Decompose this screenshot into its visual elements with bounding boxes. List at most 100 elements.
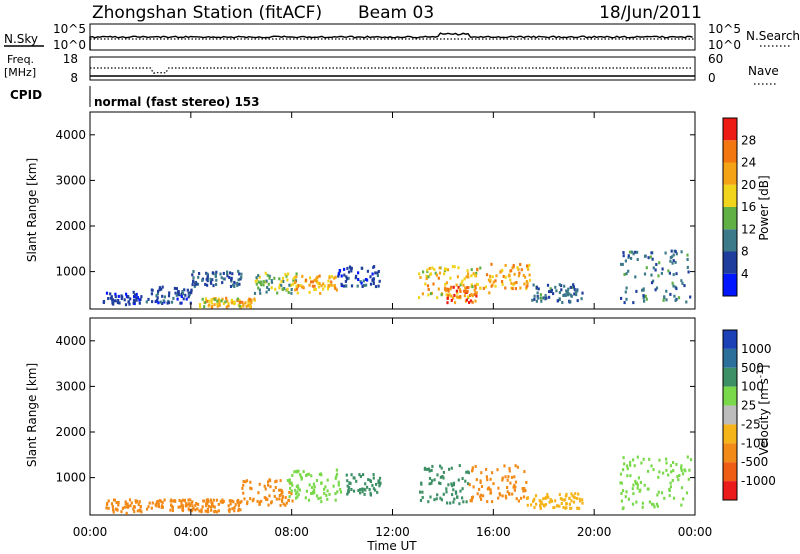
data-cell <box>361 490 364 494</box>
data-cell <box>626 474 629 478</box>
data-cell <box>621 489 625 493</box>
data-cell <box>419 499 423 502</box>
data-cell <box>205 299 209 303</box>
data-cell <box>427 467 430 471</box>
data-cell <box>453 293 456 297</box>
data-cell <box>204 301 207 305</box>
data-cell <box>132 300 136 304</box>
data-cell <box>536 295 539 298</box>
data-cell <box>526 266 529 269</box>
data-cell <box>270 280 274 284</box>
colorbar-segment <box>723 424 737 444</box>
velocity-scatter <box>105 455 693 515</box>
colorbar-segment <box>723 367 737 387</box>
data-cell <box>346 484 349 488</box>
data-cell <box>258 500 262 504</box>
data-cell <box>461 496 464 500</box>
data-cell <box>680 250 683 254</box>
data-cell <box>228 507 231 511</box>
data-cell <box>209 277 212 281</box>
data-cell <box>218 301 221 305</box>
data-cell <box>504 286 507 290</box>
data-cell <box>116 508 119 512</box>
data-cell <box>113 299 116 303</box>
data-cell <box>540 296 543 300</box>
data-cell <box>541 502 544 506</box>
data-cell <box>136 509 139 513</box>
data-cell <box>535 299 538 303</box>
data-cell <box>115 501 118 504</box>
data-cell <box>675 462 678 466</box>
data-cell <box>245 304 248 308</box>
data-cell <box>238 301 241 304</box>
data-cell <box>232 500 235 504</box>
data-cell <box>335 288 338 292</box>
data-cell <box>337 483 340 487</box>
data-cell <box>346 277 349 281</box>
data-cell <box>471 495 474 499</box>
data-cell <box>246 500 249 504</box>
data-cell <box>191 508 194 512</box>
colorbar-segment <box>723 348 737 368</box>
data-cell <box>345 275 348 279</box>
data-cell <box>439 482 442 485</box>
data-cell <box>180 295 183 298</box>
data-cell <box>486 487 489 491</box>
data-cell <box>328 492 331 496</box>
data-cell <box>465 275 468 279</box>
data-cell <box>194 508 197 512</box>
data-cell <box>459 283 462 287</box>
data-cell <box>140 510 143 514</box>
data-cell <box>295 485 298 489</box>
data-cell <box>658 470 661 474</box>
data-cell <box>427 287 430 291</box>
data-cell <box>445 293 448 297</box>
data-cell <box>546 493 549 496</box>
data-cell <box>147 505 150 509</box>
data-cell <box>438 481 441 485</box>
data-cell <box>573 287 576 291</box>
data-cell <box>347 276 350 280</box>
data-cell <box>440 466 443 470</box>
data-cell <box>688 468 691 472</box>
data-cell <box>205 504 208 508</box>
data-cell <box>127 295 130 299</box>
data-cell <box>293 281 297 285</box>
nsky-trace <box>89 32 695 50</box>
velocity-panel: 1000 2000 3000 4000 Slant Range [km] 1000 50… <box>25 317 776 516</box>
data-cell <box>299 284 302 288</box>
data-cell <box>359 488 362 491</box>
data-cell <box>334 286 337 290</box>
data-cell <box>453 265 456 269</box>
data-cell <box>501 476 504 480</box>
data-cell <box>669 481 672 485</box>
data-cell <box>680 486 684 490</box>
data-cell <box>432 282 435 286</box>
data-cell <box>673 294 676 298</box>
data-cell <box>375 482 378 486</box>
data-cell <box>350 488 353 491</box>
data-cell <box>457 295 460 299</box>
data-cell <box>671 261 674 265</box>
data-cell <box>301 274 304 278</box>
colorbar-tick-label: -500 <box>741 455 768 469</box>
velocity-y-axis-label: Slant Range [km] <box>25 363 39 467</box>
data-cell <box>504 275 507 279</box>
data-cell <box>525 280 528 283</box>
data-cell <box>459 290 462 293</box>
data-cell <box>652 468 655 472</box>
data-cell <box>214 509 217 513</box>
data-cell <box>322 287 325 291</box>
data-cell <box>363 283 366 287</box>
data-cell <box>624 290 627 294</box>
data-cell <box>374 488 377 492</box>
data-cell <box>687 270 690 274</box>
data-cell <box>625 297 628 301</box>
data-cell <box>625 490 628 494</box>
data-cell <box>128 498 132 502</box>
data-cell <box>642 457 645 461</box>
data-cell <box>619 472 623 476</box>
data-cell <box>236 297 239 301</box>
data-cell <box>191 273 194 277</box>
time-tick-label: 04:00 <box>174 525 209 539</box>
